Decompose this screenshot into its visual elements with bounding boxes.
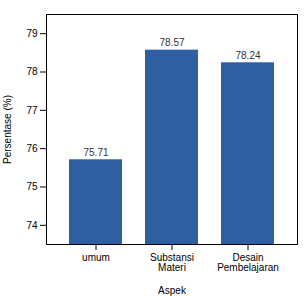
svg-text:Aspek: Aspek	[158, 285, 187, 296]
svg-text:74: 74	[26, 220, 38, 231]
svg-text:79: 79	[26, 28, 38, 39]
svg-text:umum: umum	[82, 252, 110, 263]
svg-text:77: 77	[26, 105, 38, 116]
svg-text:SubstansiMateri: SubstansiMateri	[150, 252, 194, 273]
svg-text:78.24: 78.24	[235, 50, 260, 61]
svg-text:DesainPembelajaran: DesainPembelajaran	[217, 252, 279, 273]
svg-text:78: 78	[26, 66, 38, 77]
svg-text:78.57: 78.57	[159, 37, 184, 48]
svg-text:75.71: 75.71	[83, 147, 108, 158]
svg-text:Persentase (%): Persentase (%)	[2, 95, 13, 164]
svg-text:76: 76	[26, 143, 38, 154]
svg-text:75: 75	[26, 181, 38, 192]
